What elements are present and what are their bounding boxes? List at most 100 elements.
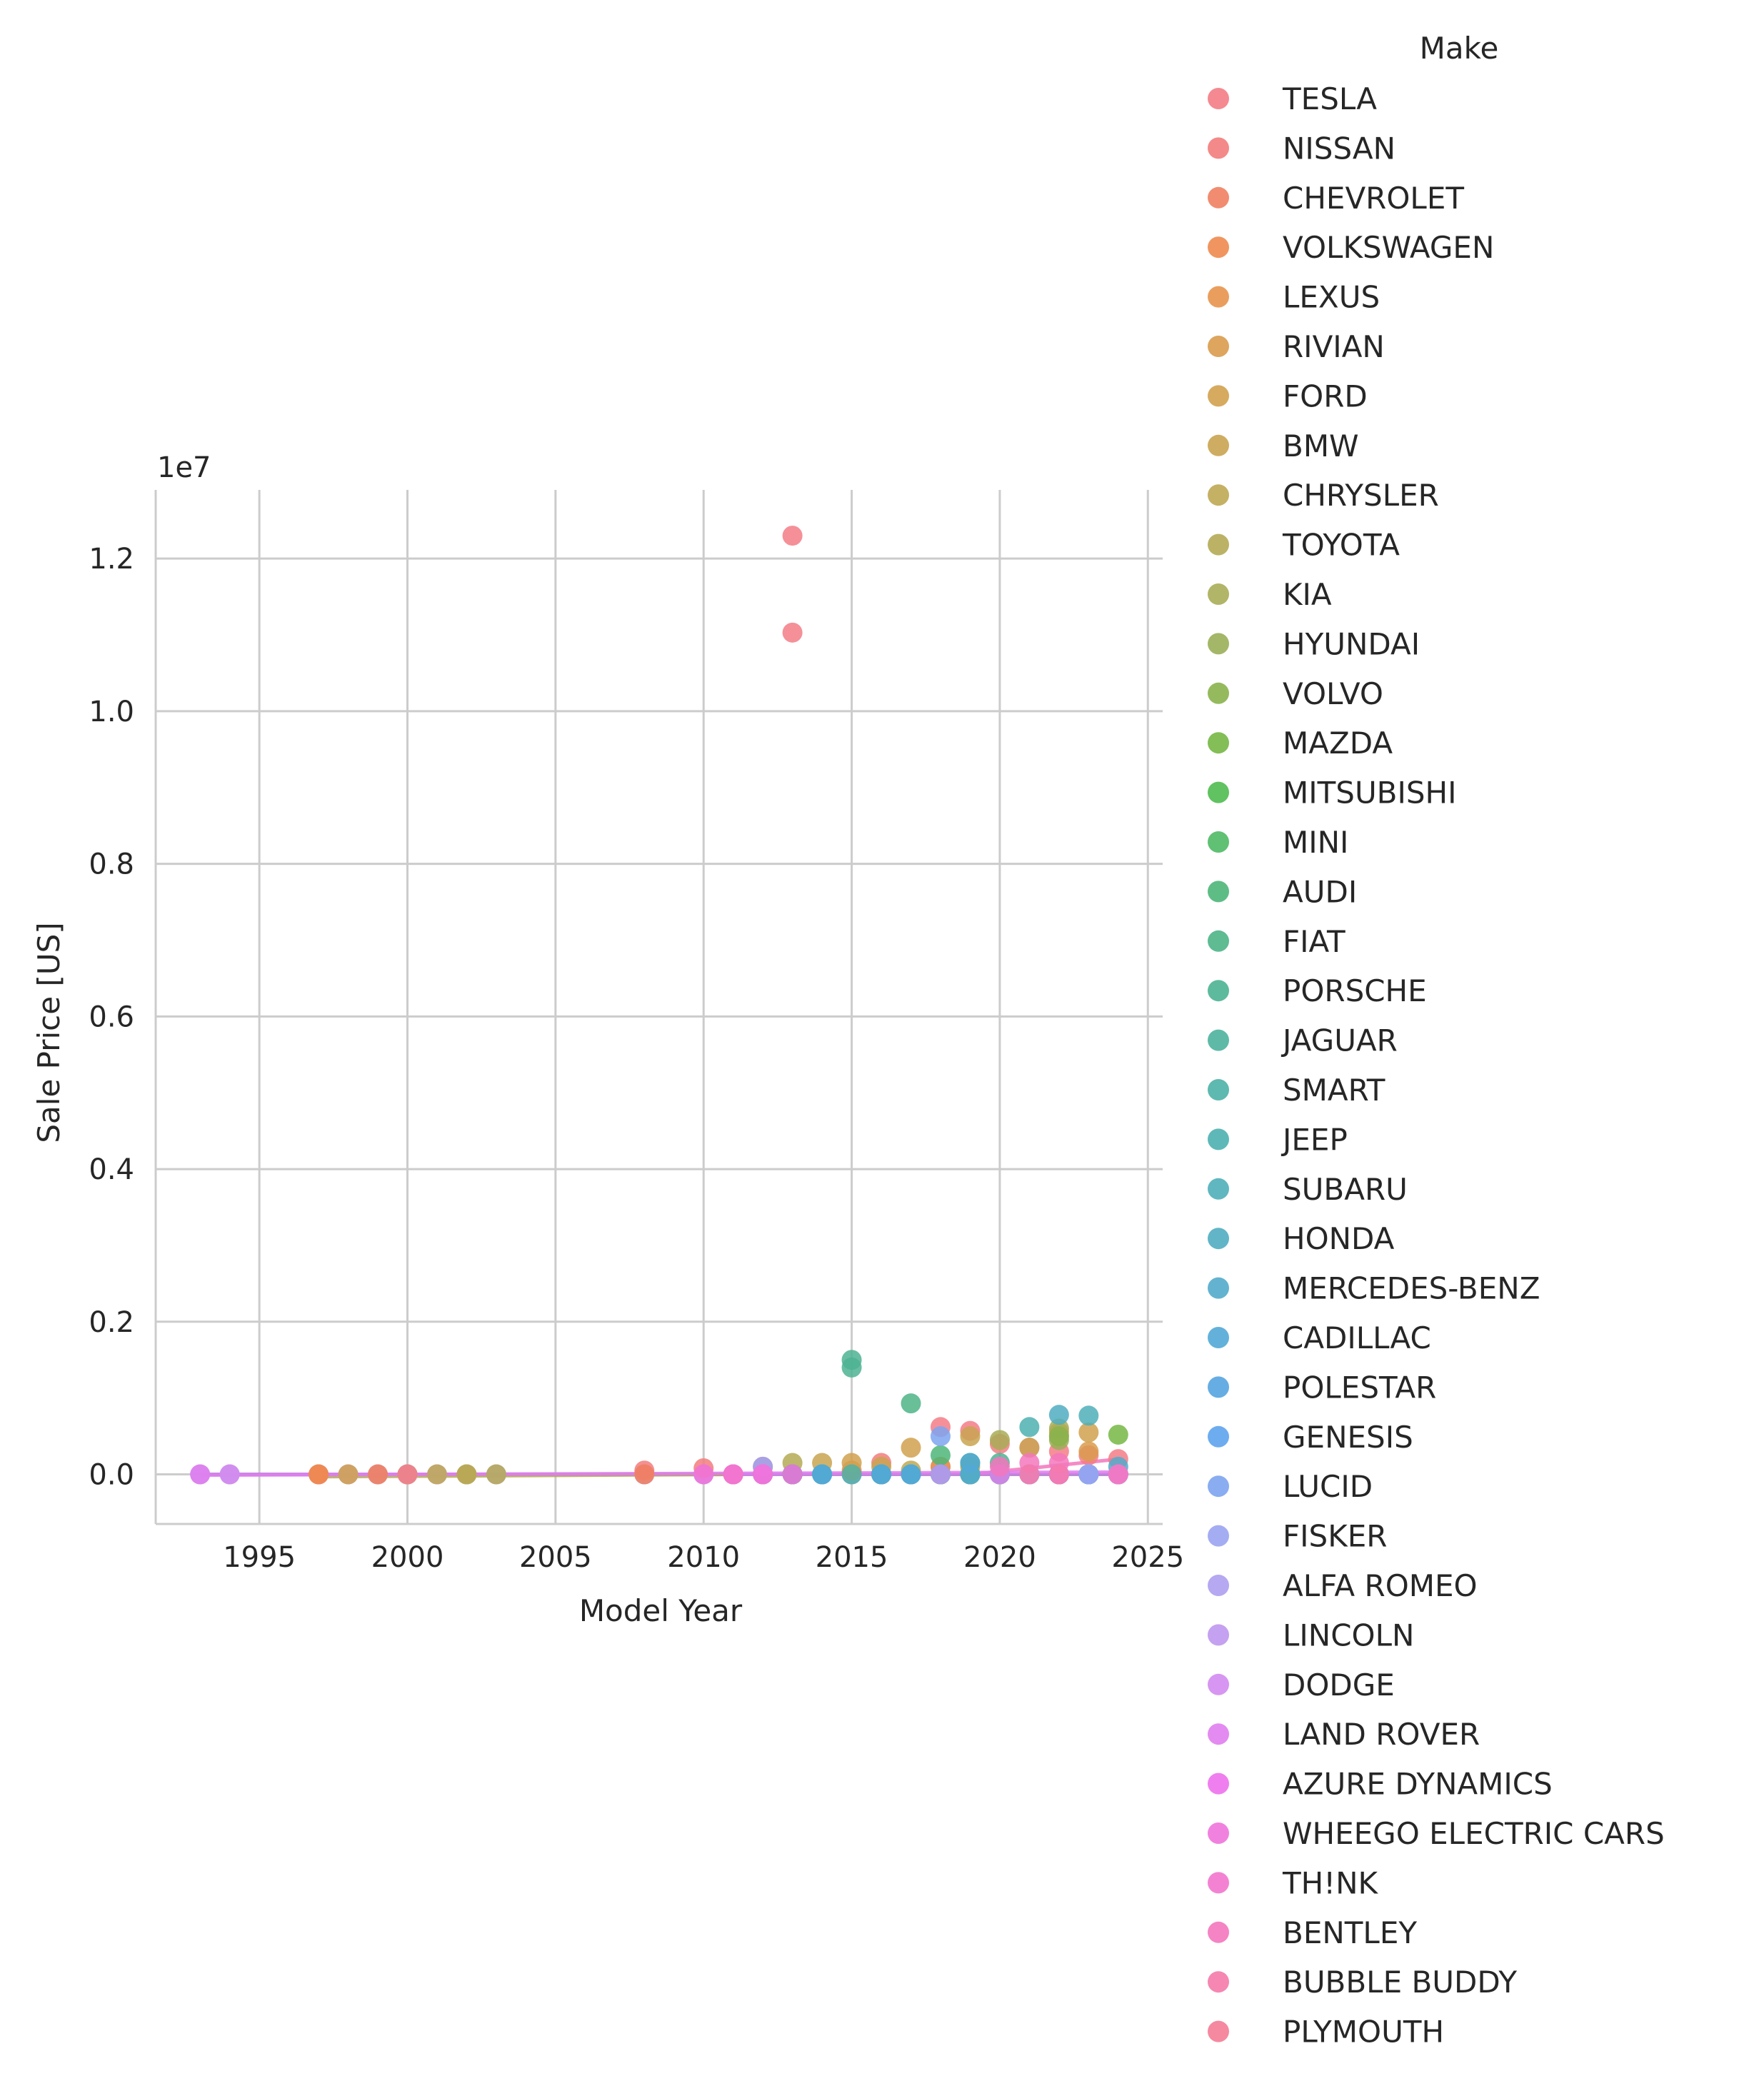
legend-marker-chrysler xyxy=(1208,484,1229,506)
legend-label-cadillac: CADILLAC xyxy=(1283,1320,1431,1355)
legend-label-audi: AUDI xyxy=(1283,874,1357,909)
data-point-bmw xyxy=(960,1426,981,1447)
data-point-early xyxy=(219,1464,240,1485)
data-point-wheego-electric-cars xyxy=(693,1464,714,1485)
data-point-chevrolet xyxy=(634,1464,655,1485)
legend-label-plymouth: PLYMOUTH xyxy=(1283,2015,1444,2050)
legend-label-mercedes-benz: MERCEDES-BENZ xyxy=(1283,1271,1540,1306)
tick-labels: 1995 2000 2005 2010 2015 2020 2025 0.0 0.2 0.4 0.6… xyxy=(89,543,1184,1574)
y-axis-label: Sale Price [US] xyxy=(31,922,66,1143)
legend-marker-nissan xyxy=(1208,137,1229,159)
legend-label-toyota: TOYOTA xyxy=(1282,528,1400,563)
data-point-bentley xyxy=(1108,1464,1128,1485)
legend-marker-kia xyxy=(1208,583,1229,605)
legend-marker-mini xyxy=(1208,831,1229,853)
legend-label-mazda: MAZDA xyxy=(1283,726,1393,761)
legend-marker-bmw xyxy=(1208,434,1229,456)
x-axis-label: Model Year xyxy=(579,1593,743,1628)
axes xyxy=(154,490,1163,1525)
legend-marker-honda xyxy=(1208,1228,1229,1250)
data-point-ford xyxy=(1078,1422,1099,1443)
legend-marker-polestar xyxy=(1208,1376,1229,1398)
data-point-subaru xyxy=(1078,1405,1099,1426)
legend-label-polestar: POLESTAR xyxy=(1283,1370,1436,1405)
x-tick-label: 1995 xyxy=(223,1541,296,1574)
legend-marker-genesis xyxy=(1208,1425,1229,1448)
data-point-tesla xyxy=(782,622,803,643)
legend-label-rivian: RIVIAN xyxy=(1283,329,1385,364)
legend-label-bmw: BMW xyxy=(1283,428,1359,463)
y-offset-label: 1e7 xyxy=(157,451,211,484)
data-point-ford xyxy=(338,1464,359,1485)
legend-marker-azure-dynamics xyxy=(1208,1772,1229,1795)
scatter-points xyxy=(190,526,1128,1485)
x-tick-label: 2005 xyxy=(519,1541,592,1574)
legend-marker-lexus xyxy=(1208,286,1229,308)
legend-label-land-rover: LAND ROVER xyxy=(1283,1717,1480,1752)
legend-marker-ford xyxy=(1208,385,1229,407)
legend-marker-fisker xyxy=(1208,1525,1229,1547)
legend-marker-audi xyxy=(1208,881,1229,903)
legend-label-azure-dynamics: AZURE DYNAMICS xyxy=(1283,1767,1553,1802)
legend-marker-smart xyxy=(1208,1079,1229,1100)
x-tick-label: 2000 xyxy=(371,1541,444,1574)
legend-label-jaguar: JAGUAR xyxy=(1281,1023,1398,1058)
data-point-smart xyxy=(841,1464,862,1485)
legend-marker-hyundai xyxy=(1208,633,1229,655)
x-tick-label: 2025 xyxy=(1111,1541,1184,1574)
y-tick-label: 0.0 xyxy=(89,1459,134,1492)
legend-label-lexus: LEXUS xyxy=(1283,280,1380,315)
y-tick-label: 0.8 xyxy=(89,848,134,881)
legend-marker-lucid xyxy=(1208,1475,1229,1498)
legend-marker-mitsubishi xyxy=(1208,781,1229,803)
legend-marker-chevrolet xyxy=(1208,186,1229,209)
legend-label-th-nk: TH!NK xyxy=(1282,1865,1378,1900)
legend-label-porsche: PORSCHE xyxy=(1283,973,1427,1008)
legend-label-chevrolet: CHEVROLET xyxy=(1283,181,1464,216)
data-point-toyota xyxy=(486,1464,506,1485)
data-point-tesla xyxy=(782,526,803,546)
data-point-early xyxy=(368,1464,389,1485)
legend-label-lincoln: LINCOLN xyxy=(1283,1618,1414,1653)
data-point-th-nk xyxy=(723,1464,743,1485)
x-tick-label: 2010 xyxy=(667,1541,740,1574)
y-tick-label: 0.2 xyxy=(89,1306,134,1339)
data-point-cadillac xyxy=(901,1464,921,1485)
data-point-mazda xyxy=(1108,1424,1128,1445)
legend-marker-bentley xyxy=(1208,1921,1229,1943)
data-point-wheego-electric-cars xyxy=(782,1464,803,1485)
data-point-cadillac xyxy=(812,1464,833,1485)
legend-marker-fiat xyxy=(1208,930,1229,952)
x-tick-label: 2015 xyxy=(816,1541,888,1574)
legend-marker-lincoln xyxy=(1208,1624,1229,1646)
grid xyxy=(156,490,1163,1524)
legend-marker-th-nk xyxy=(1208,1872,1229,1894)
data-point-plymouth xyxy=(397,1464,418,1485)
data-point-cadillac xyxy=(960,1453,981,1473)
legend-marker-subaru xyxy=(1208,1178,1229,1200)
legend-label-genesis: GENESIS xyxy=(1283,1420,1413,1455)
legend-label-smart: SMART xyxy=(1283,1073,1385,1108)
legend-marker-porsche xyxy=(1208,980,1229,1002)
legend-marker-land-rover xyxy=(1208,1723,1229,1745)
legend-label-chrysler: CHRYSLER xyxy=(1283,478,1439,513)
legend-label-dodge: DODGE xyxy=(1283,1668,1395,1703)
legend-label-bubble-buddy: BUBBLE BUDDY xyxy=(1283,1965,1517,2000)
data-point-honda xyxy=(1048,1405,1069,1425)
legend-marker-alfa-romeo xyxy=(1208,1575,1229,1596)
y-tick-label: 0.4 xyxy=(89,1153,134,1186)
legend-marker-mazda xyxy=(1208,732,1229,754)
legend-label-jeep: JEEP xyxy=(1281,1122,1348,1157)
legend-marker-toyota xyxy=(1208,533,1229,556)
legend-marker-plymouth xyxy=(1208,2020,1229,2042)
data-point-early xyxy=(190,1464,211,1485)
y-tick-label: 1.0 xyxy=(89,696,134,728)
data-point-lucid xyxy=(930,1426,951,1447)
legend-label-fiat: FIAT xyxy=(1283,924,1345,959)
legend-marker-rivian xyxy=(1208,336,1229,357)
legend-marker-bubble-buddy xyxy=(1208,1971,1229,1993)
data-point-cadillac xyxy=(871,1464,892,1485)
legend-label-honda: HONDA xyxy=(1283,1221,1395,1256)
legend-label-wheego-electric-cars: WHEEGO ELECTRIC CARS xyxy=(1283,1816,1665,1851)
